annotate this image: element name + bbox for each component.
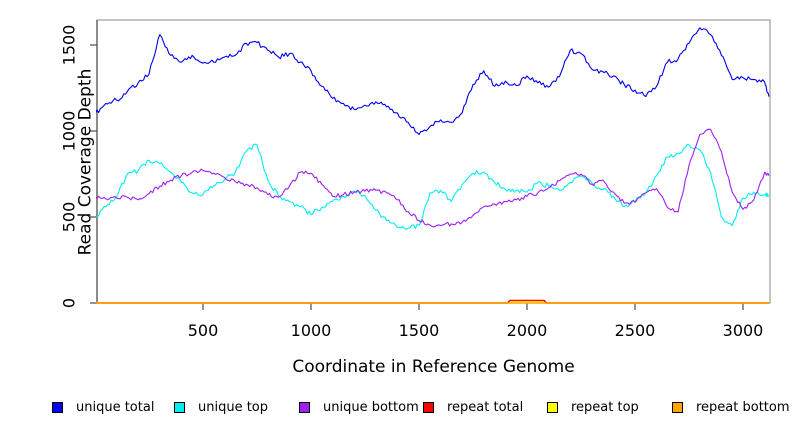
- chart-legend: unique total unique top unique bottom re…: [0, 398, 792, 420]
- svg-text:1000: 1000: [291, 321, 332, 340]
- legend-item-repeat-total: repeat total: [423, 398, 523, 416]
- unique-top-swatch-icon: [174, 401, 185, 413]
- svg-text:0: 0: [60, 298, 79, 308]
- legend-item-repeat-bottom: repeat bottom: [672, 398, 790, 416]
- svg-text:1500: 1500: [399, 321, 440, 340]
- legend-label: unique top: [198, 399, 269, 415]
- repeat-top-swatch-icon: [547, 401, 558, 413]
- svg-text:500: 500: [60, 202, 79, 233]
- legend-label: repeat total: [447, 399, 524, 415]
- y-axis-title: Read Coverage Depth: [75, 68, 96, 256]
- svg-text:2000: 2000: [507, 321, 548, 340]
- svg-text:1000: 1000: [60, 111, 79, 152]
- unique-total-swatch-icon: [52, 401, 63, 413]
- legend-item-unique-total: unique total: [52, 398, 154, 416]
- legend-label: unique bottom: [323, 399, 419, 415]
- x-axis-title: Coordinate in Reference Genome: [292, 357, 575, 377]
- svg-text:3000: 3000: [723, 321, 764, 340]
- legend-label: repeat top: [571, 399, 639, 415]
- legend-item-unique-bottom: unique bottom: [299, 398, 419, 416]
- unique-bottom-swatch-icon: [299, 401, 310, 413]
- legend-item-repeat-top: repeat top: [547, 398, 639, 416]
- svg-text:2500: 2500: [615, 321, 656, 340]
- svg-text:500: 500: [188, 321, 219, 340]
- legend-item-unique-top: unique top: [174, 398, 268, 416]
- repeat-total-swatch-icon: [423, 401, 434, 413]
- repeat-bottom-swatch-icon: [672, 401, 683, 413]
- legend-label: repeat bottom: [696, 399, 790, 415]
- svg-text:1500: 1500: [60, 25, 79, 66]
- legend-label: unique total: [76, 399, 155, 415]
